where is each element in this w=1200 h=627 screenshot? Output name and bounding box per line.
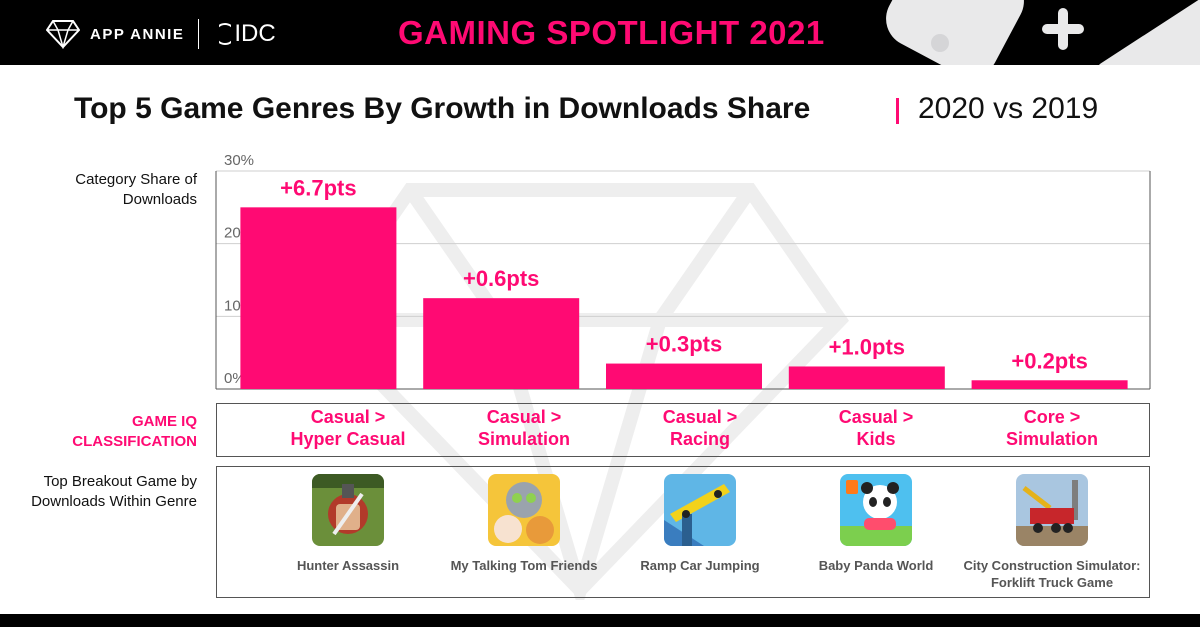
game-name-line: Ramp Car Jumping [640, 558, 760, 573]
classification-cell: Casual > Hyper Casual [268, 406, 428, 450]
classification-cell: Core > Simulation [972, 406, 1132, 450]
cross-decoration [1042, 8, 1084, 50]
classification-genre: Simulation [1005, 429, 1098, 449]
game-name-line: My Talking Tom Friends [450, 558, 598, 573]
game-name: My Talking Tom Friends [424, 557, 624, 574]
top-game-label: Top Breakout Game by Downloads Within Ge… [31, 473, 197, 510]
y-tick-label: 30% [224, 152, 254, 169]
baby-panda-icon [840, 474, 912, 546]
idc-logo-icon [213, 22, 232, 46]
classification-parent: Casual > [662, 407, 738, 427]
game-name: Hunter Assassin [248, 557, 448, 574]
game-name-line: Baby Panda World [818, 558, 934, 573]
classification-cell: Casual > Kids [796, 406, 956, 450]
bar-data-label: +0.2pts [1011, 348, 1087, 373]
footer-bar [0, 614, 1200, 627]
game-name: Ramp Car Jumping [600, 557, 800, 574]
classification-genre: Kids [856, 429, 896, 449]
game-name-line: Hunter Assassin [296, 558, 400, 573]
classification-label: GAME IQ CLASSIFICATION [72, 413, 197, 450]
classification-parent: Casual > [310, 407, 386, 427]
bar [606, 363, 762, 389]
bar-data-label: +0.6pts [463, 266, 539, 291]
classification-parent: Casual > [486, 407, 562, 427]
talking-tom-icon [488, 474, 560, 546]
classification-genre: Simulation [477, 429, 570, 449]
controller-button-decoration [931, 34, 949, 52]
game-name: Baby Panda World [776, 557, 976, 574]
app-annie-diamond-icon [46, 20, 80, 49]
classification-parent: Casual > [838, 407, 914, 427]
bar-data-label: +0.3pts [646, 332, 722, 357]
classification-genre: Hyper Casual [290, 429, 406, 449]
bar-data-label: +1.0pts [829, 334, 905, 359]
top-games-row: Hunter Assassin My Talking Tom Friends R… [216, 466, 1150, 598]
bar [423, 298, 580, 389]
bar [788, 366, 945, 389]
classification-row: Casual > Hyper Casual Casual > Simulatio… [216, 403, 1150, 457]
classification-genre: Racing [669, 429, 730, 449]
y-axis-label: Category Share of Downloads [75, 171, 197, 208]
spotlight-title: GAMING SPOTLIGHT 2021 [398, 14, 825, 51]
bar [971, 380, 1128, 389]
construction-truck-icon [1016, 474, 1088, 546]
game-name-line: Forklift Truck Game [990, 575, 1114, 590]
game-name: City Construction Simulator: Forklift Tr… [952, 557, 1152, 591]
chart-title: Top 5 Game Genres By Growth in Downloads… [74, 92, 811, 125]
brand-logos: APP ANNIE IDC [46, 18, 276, 50]
chart-period: 2020 vs 2019 [918, 92, 1099, 125]
classification-cell: Casual > Racing [620, 406, 780, 450]
classification-cell: Casual > Simulation [444, 406, 604, 450]
bar-data-label: +6.7pts [280, 175, 356, 200]
ramp-car-icon [664, 474, 736, 546]
brand-idc: IDC [234, 20, 276, 47]
y-tick-label: 0% [224, 370, 246, 387]
brand-divider [198, 19, 200, 49]
game-name-line: City Construction Simulator: [963, 558, 1141, 573]
brand-app-annie: APP ANNIE [90, 25, 185, 43]
header-bar: APP ANNIE IDC GAMING SPOTLIGHT 2021 [0, 0, 1200, 65]
classification-parent: Core > [1023, 407, 1081, 427]
bar [240, 207, 397, 389]
hunter-assassin-icon [312, 474, 384, 546]
title-divider [896, 98, 899, 124]
